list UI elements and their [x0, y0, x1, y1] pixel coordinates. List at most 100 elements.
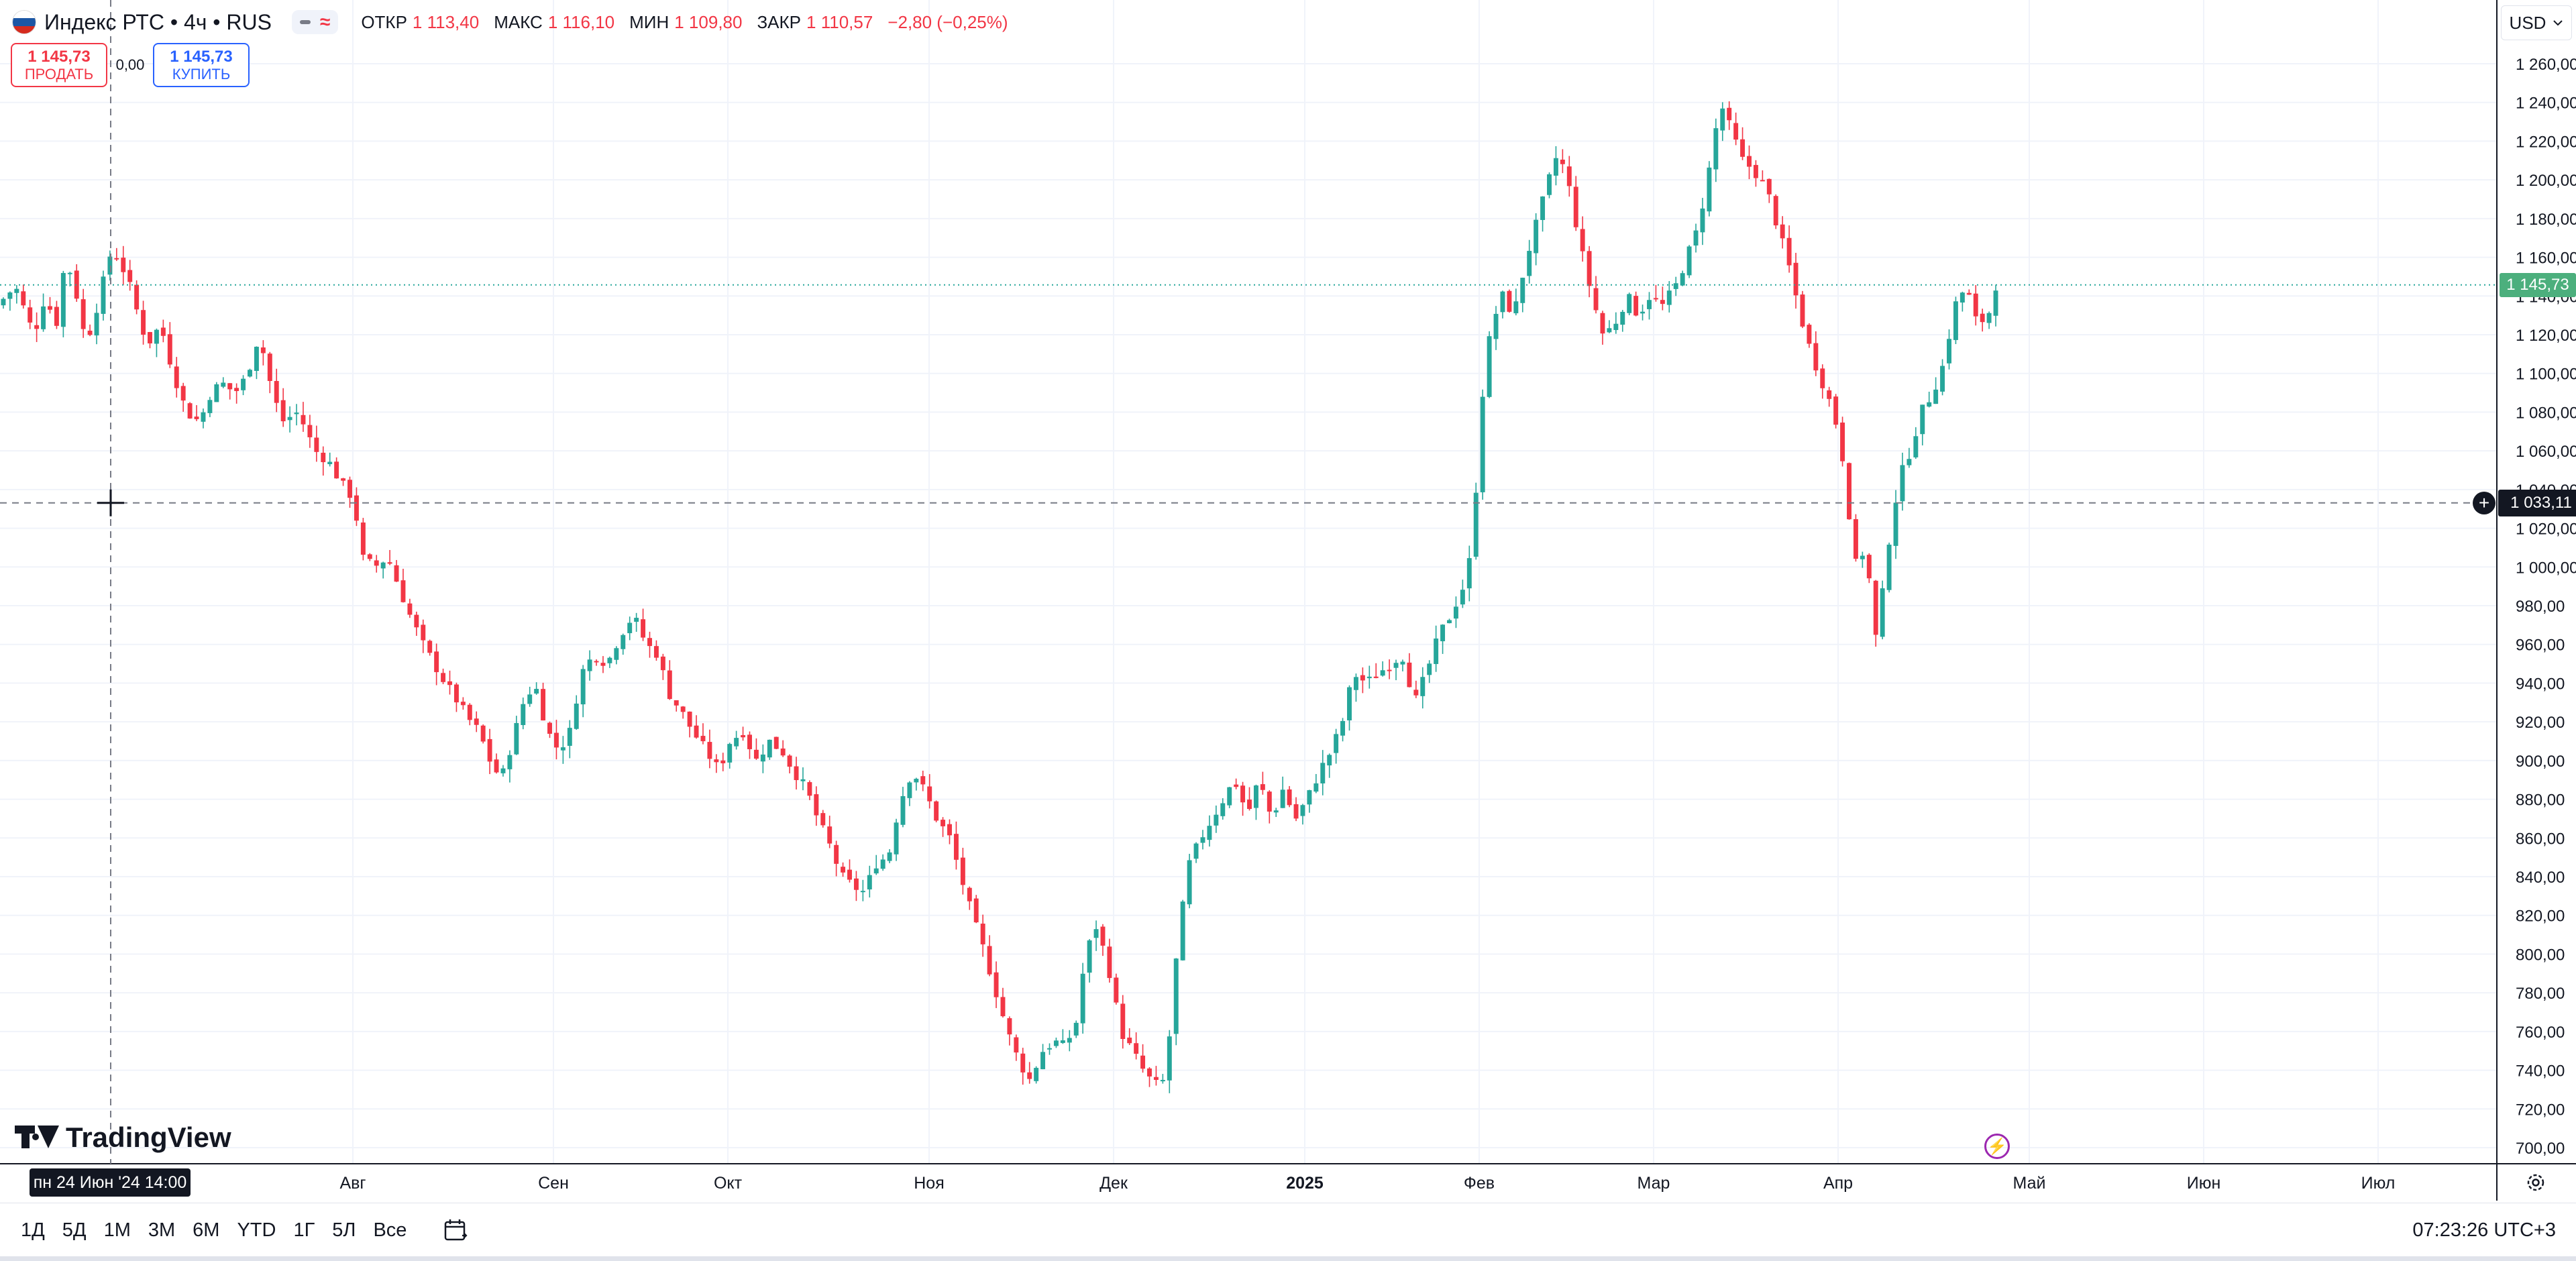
candle-body	[734, 738, 739, 747]
price-tick-label: 1 240,00	[2516, 95, 2576, 113]
timeframe-button[interactable]: 5Д	[62, 1219, 87, 1241]
price-tick-label: 1 000,00	[2516, 559, 2576, 577]
candle-body	[647, 638, 652, 647]
time-tick-label: Июн	[2187, 1174, 2221, 1193]
candle-body	[1240, 785, 1246, 803]
candle-body	[1793, 262, 1799, 296]
candle-body	[107, 256, 113, 275]
candle-body	[1807, 325, 1812, 344]
timeframe-range: 1Д 5Д 1М 3М 6М YTD 1Г 5Л Все	[12, 1219, 415, 1242]
gear-icon[interactable]	[2524, 1170, 2548, 1195]
candle-body	[101, 276, 106, 314]
price-chart[interactable]: 700,00 720,00 740,00 760,00 780,00 800,00 820,…	[0, 0, 2576, 1201]
plus-icon[interactable]: +	[2473, 491, 2496, 514]
sell-button[interactable]: 1 145,73 ПРОДАТЬ	[11, 43, 107, 87]
high-value: 1 116,10	[547, 11, 615, 32]
low-key: МИН	[629, 11, 669, 32]
timeframe-button[interactable]: 1М	[103, 1219, 131, 1241]
symbol-name[interactable]: Индекс РТС	[44, 9, 164, 34]
candle-body	[60, 272, 66, 327]
candle-body	[1420, 677, 1426, 696]
timeframe-button[interactable]: 1Д	[21, 1219, 45, 1241]
price-tick-label: 740,00	[2516, 1062, 2565, 1081]
price-tick-label: 1 200,00	[2516, 172, 2576, 190]
timeframe-button[interactable]: YTD	[237, 1219, 276, 1241]
candle-body	[1653, 298, 1658, 300]
open-value: 1 113,40	[412, 11, 480, 32]
candle-body	[547, 722, 552, 734]
candle-body	[1000, 997, 1006, 1017]
sell-price: 1 145,73	[28, 47, 91, 66]
tradingview-logo[interactable]: TradingView	[15, 1121, 231, 1154]
candle-body	[527, 694, 533, 704]
calendar-icon[interactable]	[442, 1217, 469, 1244]
candle-body	[21, 291, 26, 306]
candle-body	[1766, 178, 1772, 195]
indicator-toggle-pill[interactable]: ≈	[291, 10, 339, 34]
candle-body	[1947, 339, 1951, 364]
candle-body	[380, 562, 386, 569]
candle-body	[1613, 323, 1619, 331]
exchange-label: RUS	[226, 9, 272, 34]
crosshair-time-label: пн 24 Июн '24 14:00	[30, 1168, 191, 1197]
timeframe-button[interactable]: Все	[373, 1219, 407, 1241]
lightning-icon[interactable]: ⚡	[1984, 1134, 2010, 1159]
interval-label[interactable]: 4ч	[183, 9, 207, 34]
candle-body	[487, 738, 492, 762]
candle-body	[1267, 791, 1272, 812]
candle-body	[953, 834, 959, 860]
candle-body	[1547, 174, 1552, 195]
price-tick-label: 980,00	[2516, 598, 2565, 616]
candle-body	[248, 370, 252, 377]
candle-body	[1580, 229, 1585, 252]
candle-body	[1780, 224, 1785, 239]
candle-body	[800, 779, 806, 781]
timeframe-button[interactable]: 6М	[193, 1219, 220, 1241]
candle-body	[334, 461, 339, 479]
candle-body	[900, 796, 906, 825]
bottom-toolbar: 1Д 5Д 1М 3М 6М YTD 1Г 5Л Все 07:23:26 UTC+3	[0, 1203, 2576, 1257]
candle-body	[1320, 763, 1326, 783]
price-tick-label: 800,00	[2516, 946, 2565, 964]
time-tick-label: Авг	[339, 1174, 366, 1193]
candle-body	[180, 386, 186, 401]
candle-body	[1540, 196, 1546, 220]
candle-body	[927, 786, 932, 802]
candle-body	[560, 747, 566, 751]
candle-body	[1813, 343, 1819, 371]
candle-body	[707, 742, 712, 759]
candle-body	[134, 284, 140, 310]
candle-body	[254, 346, 259, 372]
candle-body	[1513, 301, 1519, 314]
currency-select[interactable]: USD	[2501, 5, 2572, 40]
candle-body	[1693, 230, 1699, 246]
candle-body	[1093, 929, 1099, 938]
time-scale[interactable]: Авг Сен Окт Ноя Дек 2025 Фев Мар Апр Май Июн Июл	[339, 1174, 2395, 1193]
candle-body	[1427, 663, 1432, 675]
candle-body	[1773, 196, 1778, 225]
candle-body	[160, 327, 166, 336]
approx-icon: ≈	[319, 11, 331, 32]
candle-body	[614, 648, 619, 660]
buy-price: 1 145,73	[170, 47, 233, 66]
timeframe-button[interactable]: 1Г	[293, 1219, 315, 1241]
candle-body	[1713, 128, 1719, 170]
price-tick-label: 1 080,00	[2516, 404, 2576, 422]
candle-body	[1860, 555, 1865, 559]
candle-body	[580, 669, 586, 705]
candle-body	[747, 734, 752, 749]
tradingview-logo-icon	[15, 1124, 59, 1151]
candle-body	[287, 417, 292, 421]
timeframe-button[interactable]: 3М	[148, 1219, 176, 1241]
candle-body	[1633, 296, 1639, 316]
buy-button[interactable]: 1 145,73 КУПИТЬ	[153, 43, 250, 87]
price-tick-label: 760,00	[2516, 1024, 2565, 1042]
clock[interactable]: 07:23:26 UTC+3	[2412, 1219, 2556, 1241]
close-key: ЗАКР	[757, 11, 802, 32]
price-scale[interactable]: 700,00 720,00 740,00 760,00 780,00 800,00 820,…	[2516, 56, 2576, 1158]
candle-body	[1740, 139, 1746, 157]
price-tick-label: 940,00	[2516, 675, 2565, 693]
candle-body	[1040, 1052, 1046, 1070]
price-tick-label: 720,00	[2516, 1101, 2565, 1119]
timeframe-button[interactable]: 5Л	[332, 1219, 356, 1241]
